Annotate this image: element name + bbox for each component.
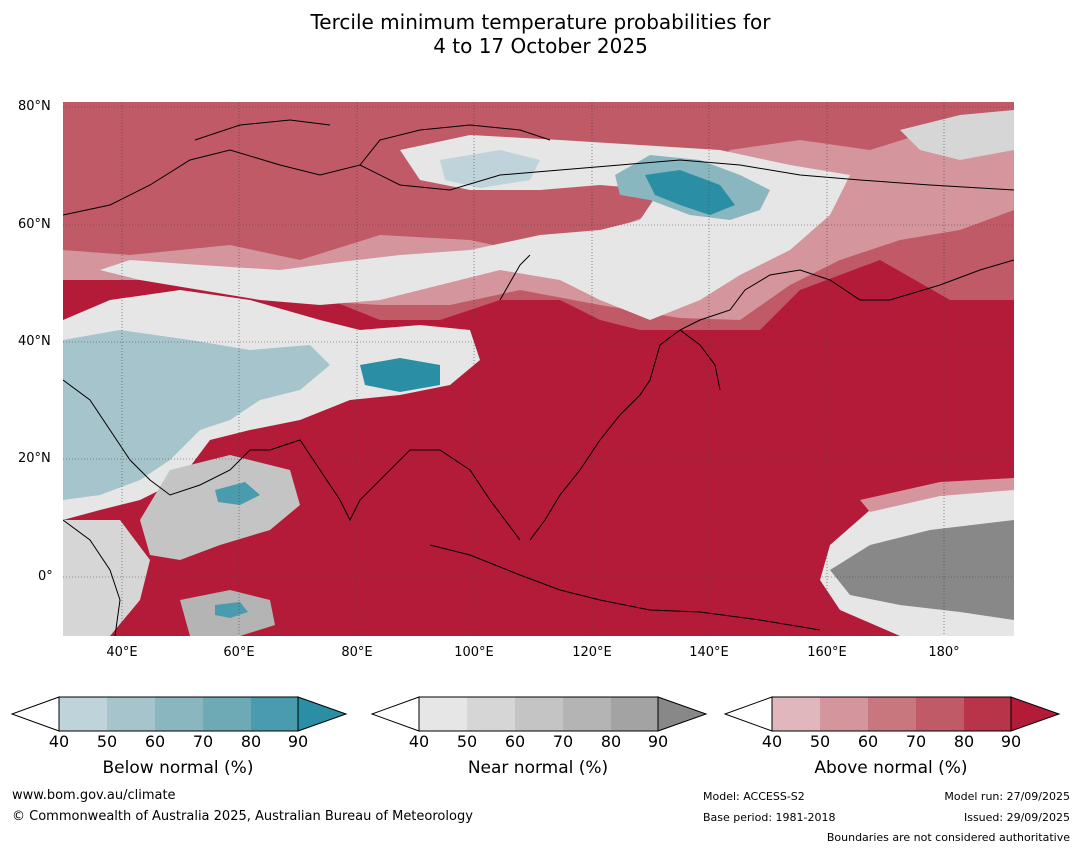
below-normal-region-west-siberia	[440, 150, 540, 188]
colorbar-below-normal-tick: 80	[240, 732, 262, 751]
colorbar-above-normal-tick: 80	[953, 732, 975, 751]
colorbar-above-normal-title: Above normal (%)	[814, 758, 968, 778]
colorbar-near-normal-tick: 80	[600, 732, 622, 751]
base-period-text: Base period: 1981-2018	[703, 811, 836, 824]
below-normal-region-middle-east	[63, 330, 330, 500]
colorbar-below-normal-tick: 60	[144, 732, 166, 751]
lat-tick-40n: 40°N	[18, 334, 51, 349]
colorbar-below-normal-bin-5	[251, 697, 298, 731]
copyright-text: © Commonwealth of Australia 2025, Austra…	[12, 809, 473, 824]
colorbar-above-normal-bin-1	[772, 697, 820, 731]
colorbar-below-normal-title: Below normal (%)	[102, 758, 254, 778]
map-title-line-2: 4 to 17 October 2025	[433, 34, 648, 58]
colorbar-below-normal-tick: 40	[48, 732, 70, 751]
near-normal-region-arabian-sea	[140, 455, 300, 560]
colorbar-near-normal-bin-1	[419, 697, 467, 731]
issued-text: Issued: 29/09/2025	[963, 811, 1070, 824]
below-normal-region-arabian-sea	[215, 482, 260, 505]
colorbar-below-normal-bin-2	[107, 697, 155, 731]
near-normal-region-east-africa	[63, 520, 150, 636]
below-normal-region-siberia-core	[645, 170, 735, 215]
colorbar-above-normal-upper-arrow	[1010, 696, 1061, 732]
lon-tick-100e: 100°E	[454, 645, 494, 660]
near-normal-region-northeast	[900, 110, 1014, 160]
colorbar-near-normal	[370, 696, 708, 732]
lon-tick-160e: 160°E	[807, 645, 847, 660]
colorbar-above-normal-lower-arrow	[723, 696, 773, 732]
colorbar-below-normal-bin-1	[59, 697, 107, 731]
colorbar-above-normal-tick: 90	[1000, 732, 1022, 751]
colorbar-above-normal-bin-5	[964, 697, 1011, 731]
colorbar-below-normal-bin-4	[203, 697, 251, 731]
colorbar-above-normal-tick: 70	[905, 732, 927, 751]
lon-tick-40e: 40°E	[106, 645, 138, 660]
colorbar-below-normal	[10, 696, 348, 732]
above-normal-region-pacific-edge	[860, 478, 1014, 512]
map-plot-area	[63, 102, 1014, 636]
lon-tick-180: 180°	[928, 645, 960, 660]
boundaries-disclaimer: Boundaries are not considered authoritat…	[826, 831, 1070, 844]
colorbar-near-normal-tick: 70	[552, 732, 574, 751]
colorbar-near-normal-tick: 60	[504, 732, 526, 751]
lat-tick-80n: 80°N	[18, 99, 51, 114]
colorbar-near-normal-bin-5	[611, 697, 658, 731]
lon-tick-80e: 80°E	[341, 645, 373, 660]
colorbar-near-normal-tick: 50	[456, 732, 478, 751]
colorbar-below-normal-lower-arrow	[10, 696, 60, 732]
colorbar-above-normal-bin-4	[916, 697, 964, 731]
model-run-text: Model run: 27/09/2025	[944, 790, 1070, 803]
lon-tick-120e: 120°E	[572, 645, 612, 660]
near-normal-region-pacific-core	[830, 520, 1014, 620]
colorbar-near-normal-bin-4	[563, 697, 611, 731]
colorbar-near-normal-upper-arrow	[657, 696, 708, 732]
colorbar-near-normal-tick: 40	[408, 732, 430, 751]
colorbar-above-normal	[723, 696, 1061, 732]
colorbar-above-normal-bin-3	[868, 697, 916, 731]
colorbar-above-normal-bin-2	[820, 697, 868, 731]
model-text: Model: ACCESS-S2	[703, 790, 805, 803]
colorbar-near-normal-bin-3	[515, 697, 563, 731]
colorbar-below-normal-bin-3	[155, 697, 203, 731]
colorbar-near-normal-tick: 90	[647, 732, 669, 751]
lon-tick-60e: 60°E	[223, 645, 255, 660]
lat-tick-0: 0°	[38, 569, 53, 584]
map-title-line-1: Tercile minimum temperature probabilitie…	[310, 10, 771, 34]
colorbar-below-normal-tick: 50	[96, 732, 118, 751]
below-normal-region-tibet	[360, 358, 440, 392]
colorbar-below-normal-upper-arrow	[297, 696, 348, 732]
colorbar-above-normal-tick: 50	[809, 732, 831, 751]
lat-tick-20n: 20°N	[18, 451, 51, 466]
colorbar-above-normal-tick: 60	[857, 732, 879, 751]
lon-tick-140e: 140°E	[689, 645, 729, 660]
colorbar-below-normal-tick: 70	[192, 732, 214, 751]
website-link[interactable]: www.bom.gov.au/climate	[12, 788, 176, 803]
gridlines	[63, 102, 1014, 636]
colorbar-near-normal-lower-arrow	[370, 696, 420, 732]
colorbar-above-normal-tick: 40	[761, 732, 783, 751]
coastlines	[63, 119, 1014, 636]
colorbar-near-normal-title: Near normal (%)	[467, 758, 609, 778]
lat-tick-60n: 60°N	[18, 217, 51, 232]
below-normal-region-indian-ocean-south	[215, 602, 248, 618]
colorbar-near-normal-bin-2	[467, 697, 515, 731]
colorbar-below-normal-tick: 90	[287, 732, 309, 751]
